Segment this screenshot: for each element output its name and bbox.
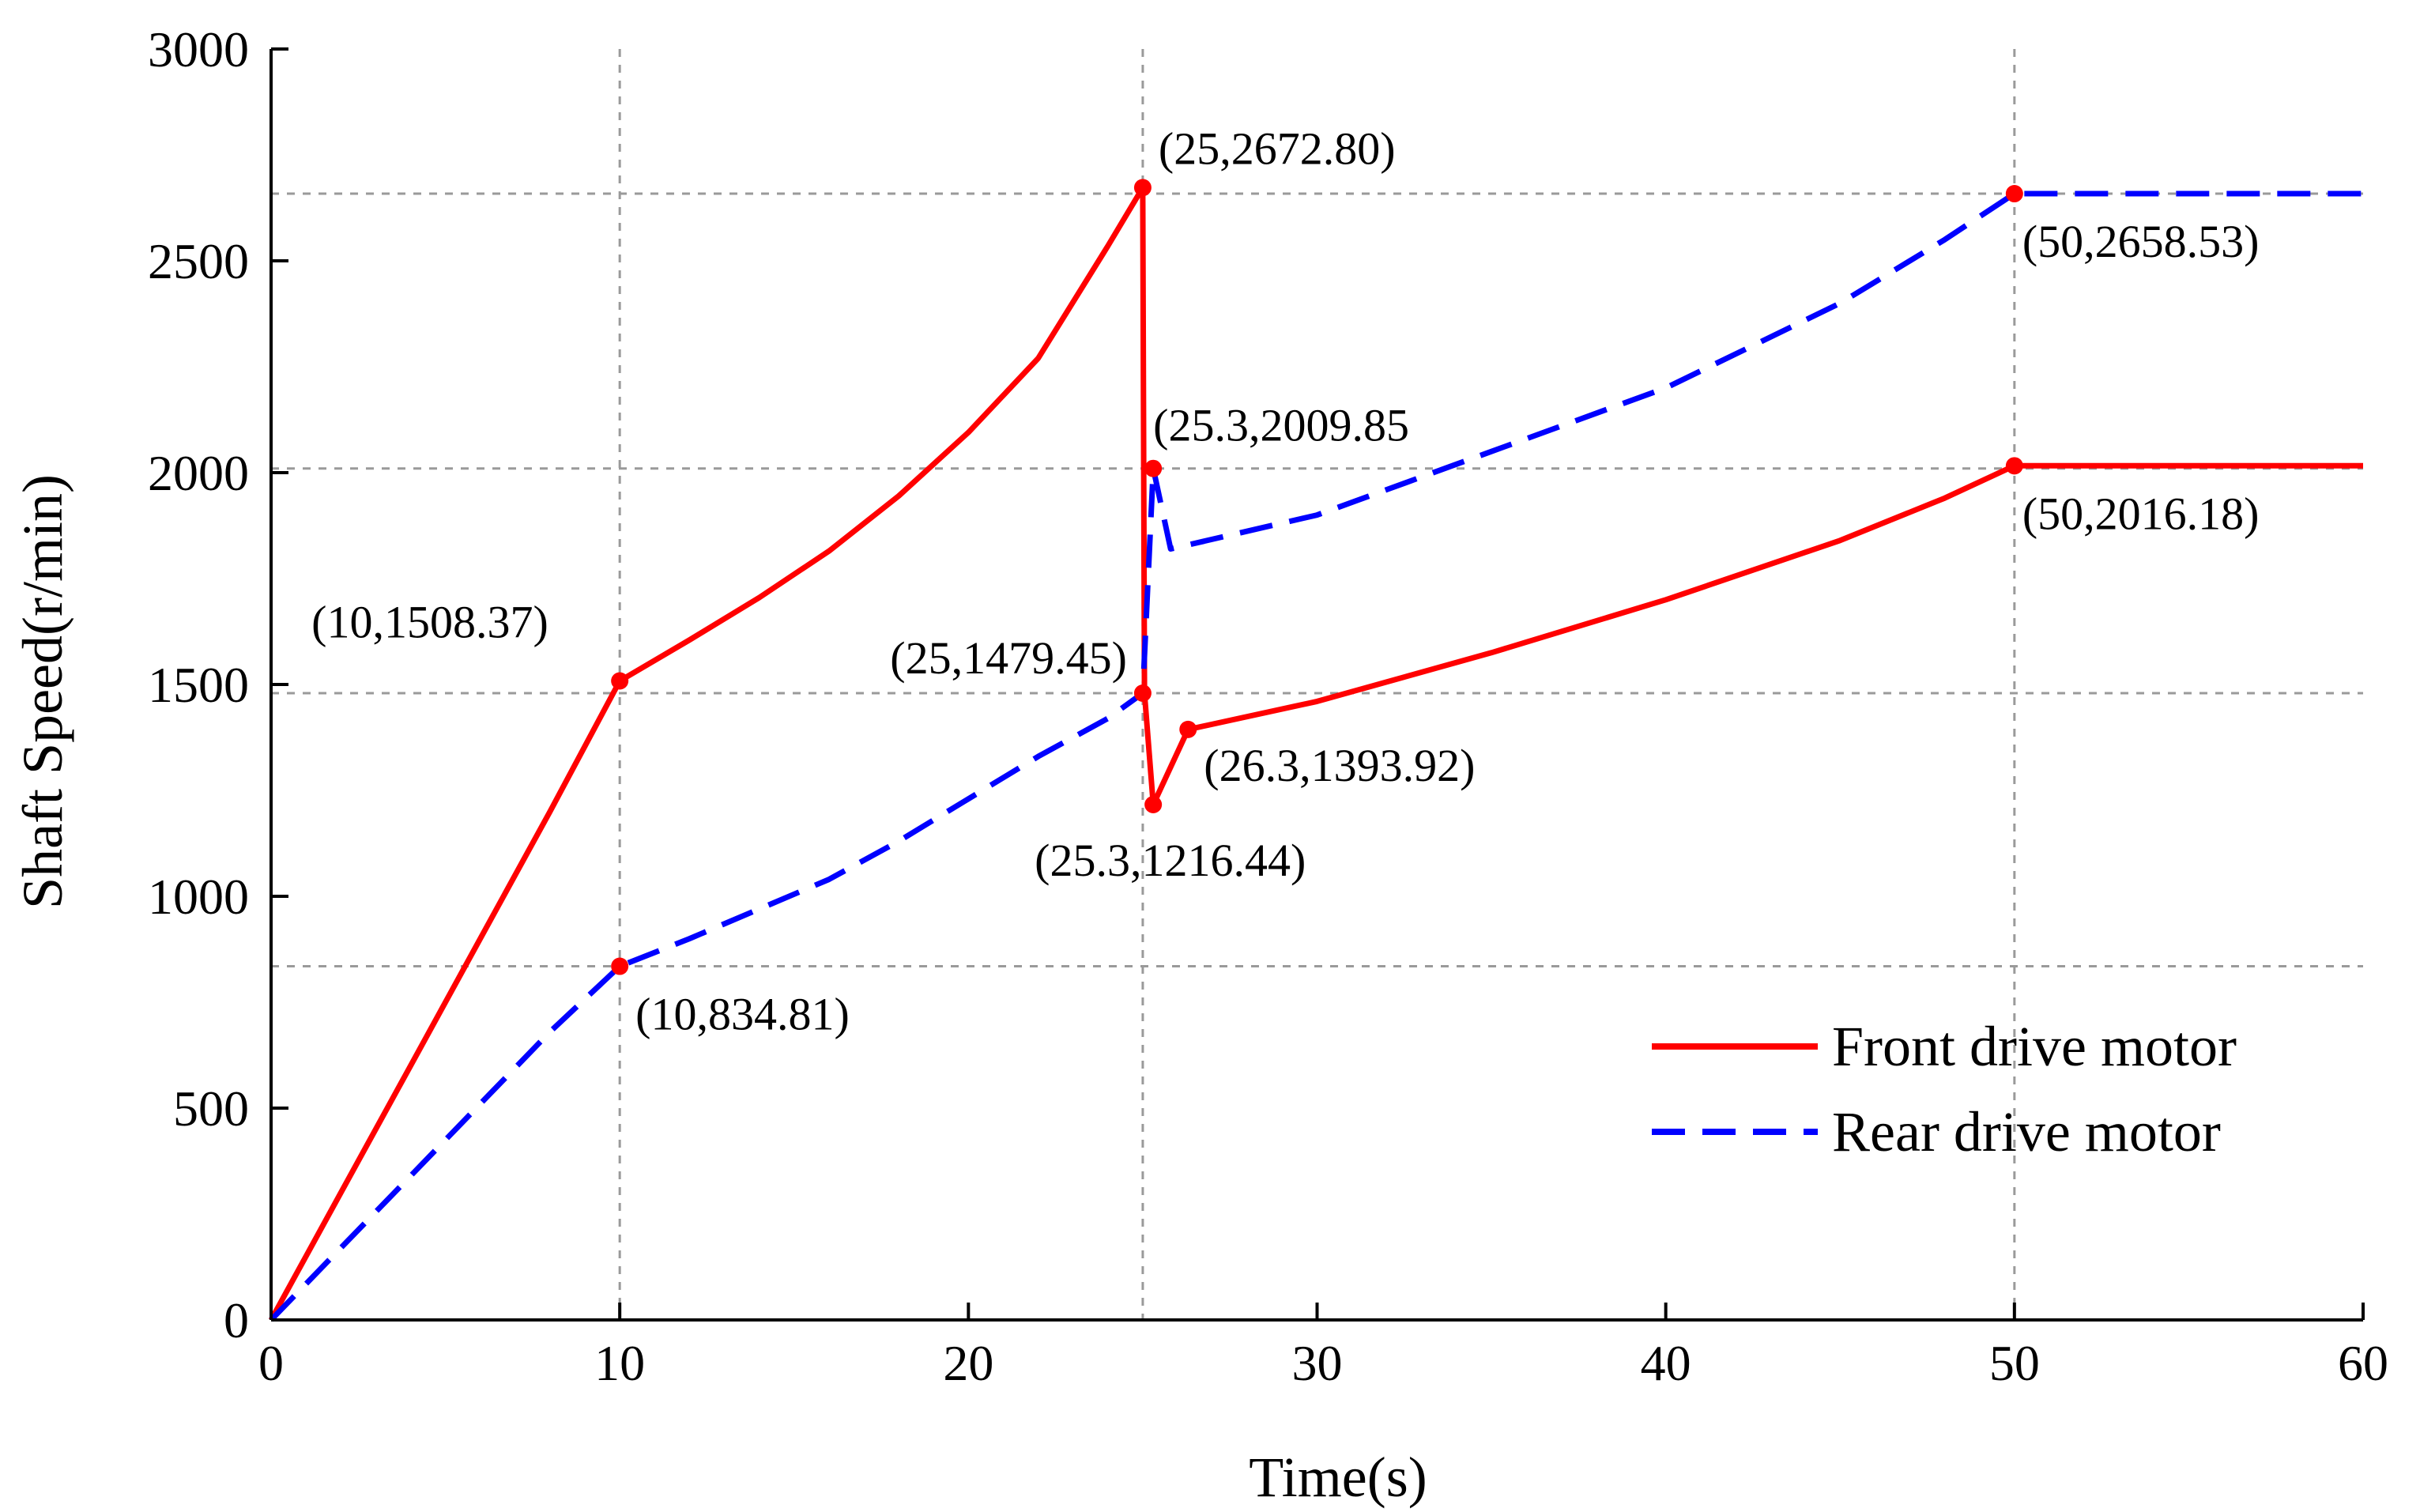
marker-point-3	[1133, 684, 1152, 703]
annotation-label-6: (26.3,1393.92)	[1204, 740, 1475, 791]
marker-point-1	[611, 957, 629, 975]
annotation-label-3: (25,1479.45)	[890, 632, 1127, 684]
axes: 0 10 20 30 40 50 60 0 500 1000 1500 2000 2500 3000	[148, 21, 2388, 1391]
marker-point-6	[1179, 720, 1197, 738]
x-tick-label-40: 40	[1641, 1335, 1691, 1391]
x-tick-label-20: 20	[943, 1335, 993, 1391]
legend-label-rear: Rear drive motor	[1832, 1100, 2221, 1163]
marker-point-2	[1133, 179, 1152, 197]
x-tick-label-0: 0	[258, 1335, 284, 1391]
annotation-label-0: (10,1508.37)	[311, 597, 548, 648]
y-tick-label-500: 500	[173, 1080, 249, 1137]
annotation-label-7: (50,2658.53)	[2022, 216, 2260, 267]
series-line-rear	[269, 190, 2363, 1322]
x-tick-label-30: 30	[1292, 1335, 1343, 1391]
y-tick-label-1500: 1500	[148, 657, 249, 713]
y-tick-label-2000: 2000	[148, 445, 249, 501]
marker-point-0	[611, 672, 629, 690]
y-tick-label-2500: 2500	[148, 233, 249, 289]
y-axis-title: Shaft Speed(r/min)	[11, 474, 74, 909]
annotation-label-2: (25,2672.80)	[1159, 123, 1396, 174]
series-line-front	[268, 184, 2363, 1322]
marker-point-7	[2005, 185, 2023, 203]
x-tick-label-10: 10	[594, 1335, 645, 1391]
marker-point-4	[1144, 459, 1163, 477]
x-tick-label-50: 50	[1989, 1335, 2040, 1391]
y-tick-label-0: 0	[224, 1292, 249, 1348]
annotation-label-4: (25.3,2009.85	[1153, 400, 1409, 451]
marker-layer	[611, 179, 2023, 975]
marker-point-8	[2005, 457, 2023, 475]
legend-label-front: Front drive motor	[1832, 1015, 2237, 1078]
annotation-label-5: (25.3,1216.44)	[1035, 835, 1306, 886]
legend: Front drive motor Rear drive motor	[1652, 1015, 2237, 1163]
annotation-label-1: (10,834.81)	[635, 989, 850, 1040]
annotation-layer: (10,1508.37) (10,834.81) (25,2672.80) (25,1…	[311, 123, 2259, 1039]
series-layer	[268, 184, 2363, 1322]
x-axis-title: Time(s)	[1249, 1446, 1427, 1509]
annotation-label-8: (50,2016.18)	[2022, 488, 2260, 539]
y-tick-label-1000: 1000	[148, 869, 249, 925]
y-tick-label-3000: 3000	[148, 21, 249, 77]
x-tick-label-60: 60	[2338, 1335, 2388, 1391]
marker-point-5	[1144, 795, 1163, 813]
